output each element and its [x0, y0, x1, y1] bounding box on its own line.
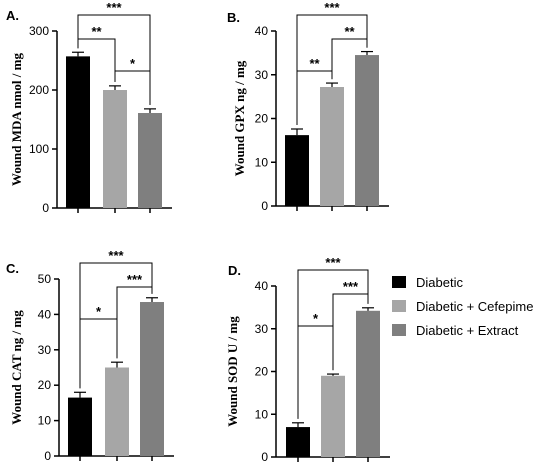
bar	[286, 427, 310, 457]
y-tick-label: 10	[38, 414, 52, 428]
y-tick-label: 0	[261, 450, 268, 464]
bar	[103, 90, 127, 208]
y-tick-label: 0	[42, 201, 49, 215]
panel-label: B.	[227, 10, 240, 25]
y-axis-label: Wound SOD U / mg	[225, 316, 240, 427]
y-tick-label: 20	[38, 378, 52, 392]
significance-label: *	[96, 304, 102, 319]
y-tick-label: 40	[38, 307, 52, 321]
legend-label: Diabetic	[416, 275, 463, 290]
y-tick-label: 30	[38, 343, 52, 357]
y-tick-label: 40	[255, 279, 269, 293]
y-tick-label: 50	[38, 272, 52, 286]
significance-label: ***	[106, 0, 122, 15]
y-tick-label: 100	[29, 142, 49, 156]
panel-label: D.	[228, 263, 241, 278]
y-tick-label: 10	[255, 155, 269, 169]
legend-swatch	[392, 324, 406, 336]
significance-bracket	[296, 14, 368, 125]
y-tick-label: 40	[255, 24, 269, 38]
panel-label: A.	[6, 8, 19, 23]
y-tick-label: 0	[44, 449, 51, 463]
y-tick-label: 30	[255, 68, 269, 82]
y-tick-label: 0	[261, 199, 268, 213]
y-tick-label: 20	[255, 112, 269, 126]
y-tick-label: 10	[255, 407, 269, 421]
significance-label: **	[309, 56, 320, 71]
y-axis-label: Wound CAT ng / mg	[9, 310, 24, 425]
significance-label: ***	[127, 272, 143, 287]
y-axis-label: Wound MDA nmol / mg	[9, 53, 24, 186]
significance-bracket	[79, 262, 153, 389]
legend-label: Diabetic + Cefepime	[416, 299, 533, 314]
bar	[66, 56, 90, 209]
bar	[105, 367, 129, 456]
significance-label: *	[130, 56, 136, 71]
significance-label: ***	[343, 279, 359, 294]
significance-label: ***	[324, 0, 340, 15]
bar	[285, 135, 309, 206]
legend-swatch	[392, 276, 406, 288]
y-tick-label: 30	[255, 322, 269, 336]
significance-bracket	[77, 14, 151, 105]
bar	[355, 55, 379, 206]
bar	[138, 113, 162, 208]
bar	[68, 397, 92, 456]
bar	[320, 87, 344, 206]
legend: Diabetic Diabetic + Cefepime Diabetic + Ex…	[392, 275, 533, 338]
panel-label: C.	[6, 261, 19, 276]
significance-label: **	[91, 24, 102, 39]
significance-bracket	[297, 269, 369, 419]
bar	[321, 375, 345, 457]
y-tick-label: 20	[255, 365, 269, 379]
bar	[140, 302, 164, 456]
significance-label: **	[344, 24, 355, 39]
y-tick-label: 200	[29, 83, 49, 97]
y-tick-label: 300	[29, 24, 49, 38]
y-axis-label: Wound GPX ng / mg	[232, 60, 247, 176]
significance-label: ***	[108, 248, 124, 263]
significance-label: *	[313, 311, 319, 326]
legend-label: Diabetic + Extract	[416, 323, 519, 338]
legend-swatch	[392, 300, 406, 312]
significance-label: ***	[325, 255, 341, 270]
bar	[356, 310, 380, 457]
